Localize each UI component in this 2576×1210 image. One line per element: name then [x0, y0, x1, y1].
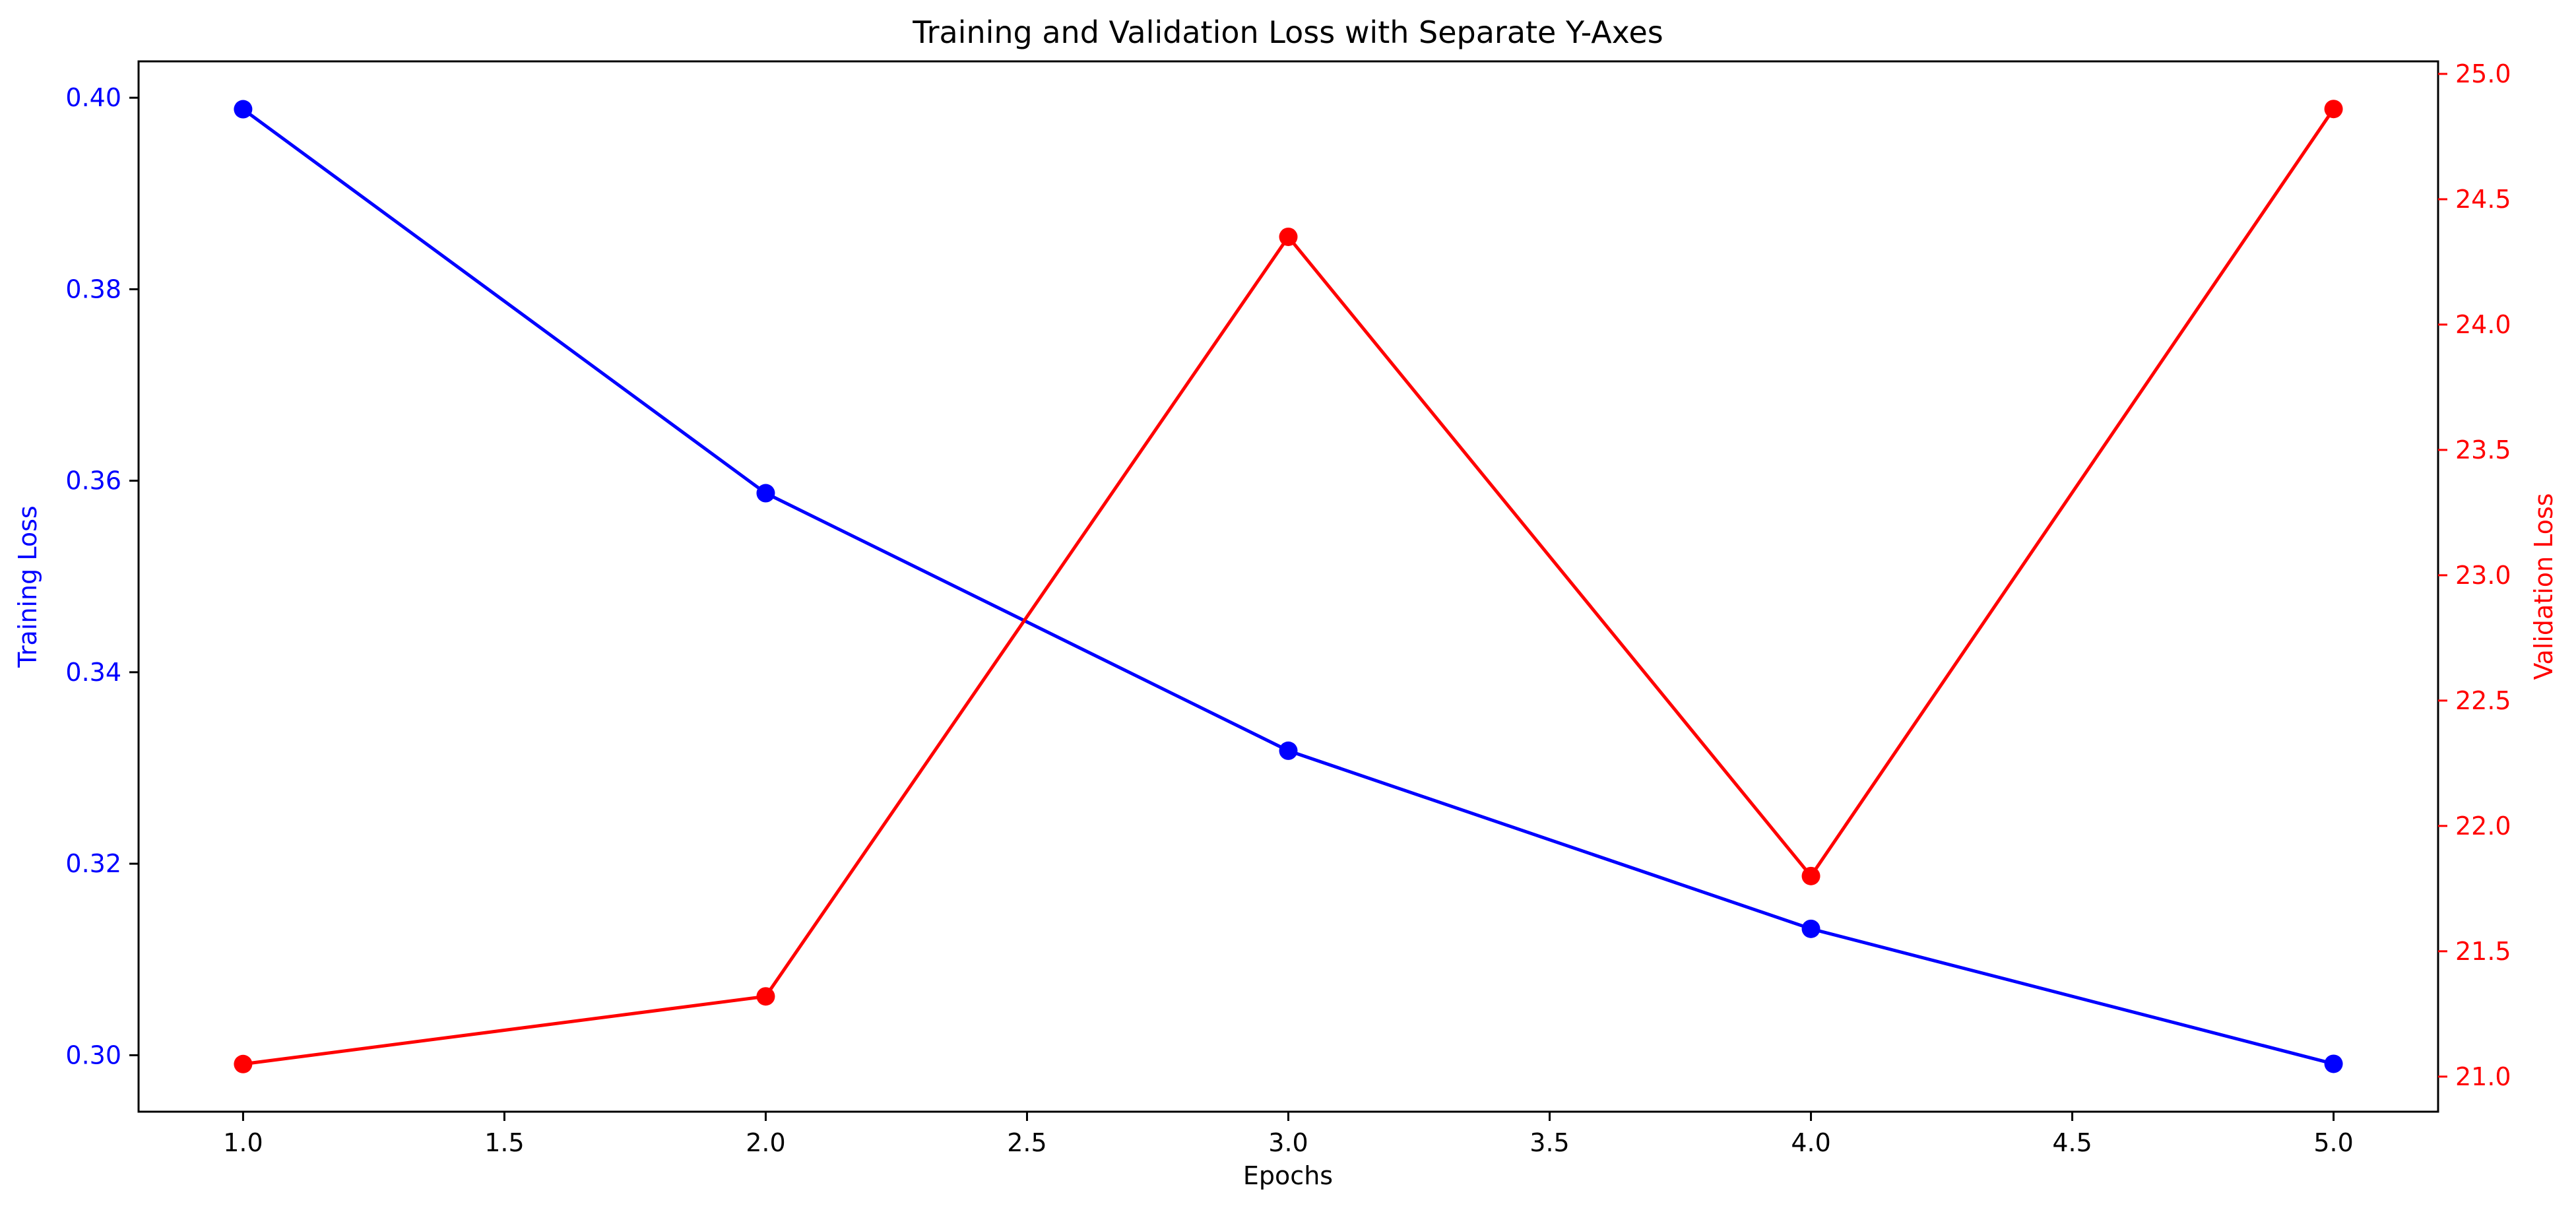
y-left-tick-label: 0.32 — [65, 849, 121, 878]
training-loss-point — [2324, 1054, 2343, 1073]
y-left-axis-label: Training Loss — [13, 505, 42, 668]
y-left-tick-label: 0.30 — [65, 1040, 121, 1069]
y-right-tick-label: 22.0 — [2455, 812, 2511, 841]
y-right-tick-label: 23.0 — [2455, 561, 2511, 590]
training-loss-point — [1279, 741, 1298, 760]
y-right-axis-label: Validation Loss — [2529, 493, 2558, 680]
chart-title: Training and Validation Loss with Separa… — [912, 15, 1663, 50]
x-tick-label: 3.0 — [1268, 1128, 1308, 1157]
validation-loss-point — [1801, 866, 1820, 885]
validation-loss-point — [234, 1054, 253, 1073]
y-left-tick-label: 0.34 — [65, 658, 121, 687]
series-line-training-loss — [242, 108, 2334, 1066]
x-tick-label: 2.5 — [1007, 1128, 1046, 1157]
y-right-tick-label: 21.0 — [2455, 1062, 2511, 1091]
y-right-tick-label: 25.0 — [2455, 59, 2511, 88]
x-axis-label: Epochs — [1243, 1161, 1333, 1190]
plot-frame — [137, 60, 2439, 1113]
x-tick-label: 3.5 — [1530, 1128, 1569, 1157]
y-left-tick-label: 0.36 — [65, 466, 121, 495]
y-right-axis: 21.0 21.5 22.0 22.5 23.0 23.5 24.0 24.5 25.0 — [2438, 59, 2511, 1091]
y-right-tick-label: 22.5 — [2455, 686, 2511, 715]
series-line-validation-loss — [243, 108, 2335, 1066]
y-right-tick-label: 23.5 — [2455, 435, 2511, 464]
y-right-tick-label: 24.5 — [2455, 185, 2511, 214]
y-left-tick-label: 0.40 — [65, 83, 121, 112]
x-axis: 1.0 1.5 2.0 2.5 3.0 3.5 4.0 4.5 5.0 — [223, 1112, 2354, 1157]
training-loss-point — [756, 484, 775, 503]
x-tick-label: 1.0 — [223, 1128, 263, 1157]
x-tick-label: 1.5 — [484, 1128, 524, 1157]
training-loss-point — [1801, 919, 1820, 938]
y-left-tick-label: 0.38 — [65, 274, 121, 303]
series-layer — [234, 100, 2343, 1073]
validation-loss-point — [2324, 100, 2343, 119]
validation-loss-point — [756, 987, 775, 1006]
training-loss-point — [234, 100, 253, 119]
x-tick-label: 4.5 — [2052, 1128, 2092, 1157]
y-right-tick-label: 21.5 — [2455, 937, 2511, 966]
validation-loss-point — [1279, 227, 1298, 246]
x-tick-label: 5.0 — [2313, 1128, 2353, 1157]
x-tick-label: 4.0 — [1791, 1128, 1830, 1157]
x-tick-label: 2.0 — [746, 1128, 785, 1157]
y-left-axis: 0.30 0.32 0.34 0.36 0.38 0.40 — [65, 83, 139, 1069]
y-right-tick-label: 24.0 — [2455, 310, 2511, 339]
